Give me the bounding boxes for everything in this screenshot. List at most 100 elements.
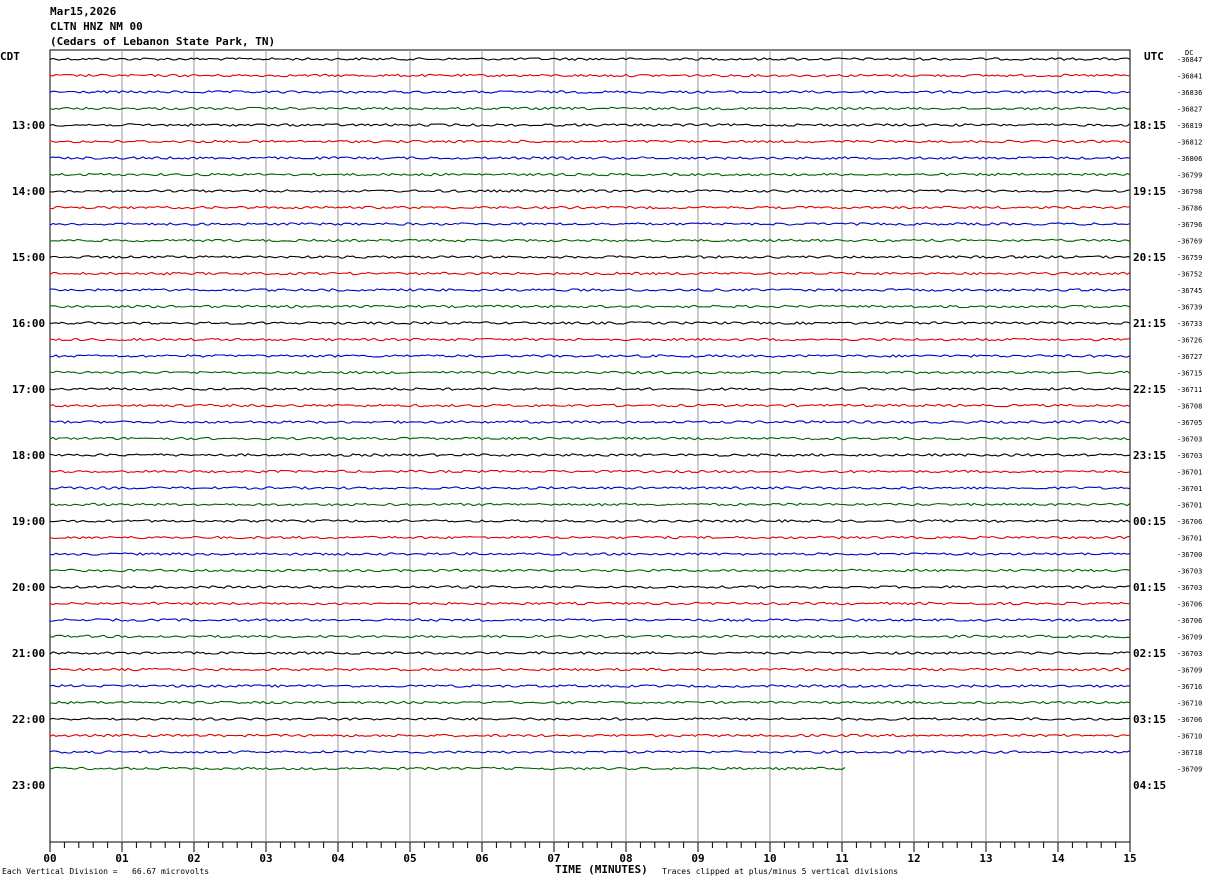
seismic-trace	[49, 585, 1131, 589]
right-hour-label: 20:15	[1133, 251, 1166, 264]
seismic-trace	[49, 420, 1131, 424]
right-hour-label: 19:15	[1133, 185, 1166, 198]
x-tick-label: 06	[475, 852, 489, 865]
right-hour-label: 21:15	[1133, 317, 1166, 330]
dc-offset-label: -36703	[1177, 568, 1202, 576]
dc-offset-label: -36752	[1177, 271, 1202, 279]
seismic-trace	[49, 519, 1131, 523]
seismic-trace	[49, 733, 1131, 738]
dc-offset-label: -36701	[1177, 469, 1202, 477]
right-hour-label: 01:15	[1133, 581, 1166, 594]
right-hour-label: 18:15	[1133, 119, 1166, 132]
dc-offset-label: -36709	[1177, 667, 1202, 675]
seismic-trace	[49, 436, 1131, 441]
right-hour-label: 03:15	[1133, 713, 1166, 726]
seismic-trace	[49, 370, 1131, 375]
seismic-trace	[49, 667, 1131, 672]
x-tick-label: 00	[43, 852, 56, 865]
dc-offset-label: -36711	[1177, 386, 1202, 394]
left-hour-label: 18:00	[12, 449, 45, 462]
dc-offset-label: -36798	[1177, 188, 1202, 196]
dc-offset-label: -36700	[1177, 551, 1202, 559]
seismic-trace	[49, 271, 1131, 276]
left-hour-label: 23:00	[12, 779, 45, 792]
dc-offset-label: -36706	[1177, 716, 1202, 724]
seismic-trace	[49, 651, 1131, 656]
seismic-trace	[49, 618, 1131, 622]
left-hour-label: 22:00	[12, 713, 45, 726]
seismic-trace	[49, 552, 1131, 556]
station-label: CLTN HNZ NM 00	[50, 20, 143, 33]
x-tick-label: 12	[907, 852, 920, 865]
dc-offset-label: -36739	[1177, 304, 1202, 312]
dc-offset-label: -36806	[1177, 155, 1202, 163]
seismic-trace	[49, 255, 1131, 259]
dc-offset-label: -36706	[1177, 518, 1202, 526]
seismic-trace	[49, 337, 1131, 342]
x-tick-label: 05	[403, 852, 416, 865]
right-hour-label: 22:15	[1133, 383, 1166, 396]
plot-header: Mar15,2026 CLTN HNZ NM 00 (Cedars of Leb…	[50, 4, 275, 49]
dc-offset-label: -36726	[1177, 337, 1202, 345]
dc-offset-label: -36703	[1177, 452, 1202, 460]
seismic-trace	[49, 387, 1131, 391]
x-tick-label: 11	[835, 852, 849, 865]
seismic-trace	[49, 321, 1131, 325]
left-hour-label: 15:00	[12, 251, 45, 264]
x-tick-label: 04	[331, 852, 345, 865]
seismic-trace	[49, 502, 1131, 507]
seismic-trace	[49, 73, 1131, 78]
seismic-trace	[49, 57, 1131, 61]
left-hour-label: 16:00	[12, 317, 45, 330]
seismic-trace	[49, 684, 1130, 688]
x-tick-label: 13	[979, 852, 992, 865]
dc-offset-label: -36709	[1177, 634, 1202, 642]
seismic-trace	[49, 403, 1131, 408]
x-tick-label: 07	[547, 852, 560, 865]
left-timezone-label: CDT	[0, 50, 20, 63]
seismic-trace	[49, 354, 1131, 358]
left-hour-label: 21:00	[12, 647, 45, 660]
dc-offset-label: -36716	[1177, 683, 1202, 691]
dc-offset-label: -36703	[1177, 650, 1202, 658]
seismic-trace	[49, 453, 1131, 457]
seismic-trace	[49, 172, 1131, 177]
dc-offset-label: -36701	[1177, 502, 1202, 510]
dc-offset-label: -36727	[1177, 353, 1202, 361]
seismic-trace	[49, 205, 1131, 210]
dc-offset-label: -36718	[1177, 749, 1202, 757]
date-label: Mar15,2026	[50, 5, 117, 18]
x-tick-label: 14	[1051, 852, 1065, 865]
dc-offset-label: -36759	[1177, 254, 1202, 262]
dc-offset-label: -36708	[1177, 403, 1202, 411]
x-tick-label: 03	[259, 852, 272, 865]
dc-offset-label: -36705	[1177, 419, 1202, 427]
left-hour-label: 20:00	[12, 581, 45, 594]
dc-offset-label: -36709	[1177, 766, 1202, 774]
seismic-trace	[49, 156, 1131, 160]
dc-offset-label: -36706	[1177, 617, 1202, 625]
seismic-trace	[49, 90, 1131, 94]
x-axis-label: TIME (MINUTES)	[555, 863, 648, 876]
seismic-trace	[49, 486, 1131, 490]
seismic-trace	[49, 568, 1131, 573]
dc-label: DC	[1185, 49, 1194, 57]
left-hour-label: 19:00	[12, 515, 45, 528]
location-label: (Cedars of Lebanon State Park, TN)	[50, 35, 276, 48]
x-tick-label: 02	[187, 852, 200, 865]
dc-offset-label: -36701	[1177, 535, 1202, 543]
dc-offset-label: -36796	[1177, 221, 1202, 229]
seismic-trace	[49, 634, 1131, 639]
left-hour-label: 14:00	[12, 185, 45, 198]
seismic-trace	[49, 700, 1131, 705]
seismic-trace	[49, 601, 1131, 606]
clip-note: Traces clipped at plus/minus 5 vertical …	[662, 867, 899, 876]
dc-offset-label: -36706	[1177, 601, 1202, 609]
x-tick-label: 15	[1123, 852, 1136, 865]
left-hour-label: 17:00	[12, 383, 45, 396]
dc-offset-label: -36827	[1177, 106, 1202, 114]
dc-offset-label: -36745	[1177, 287, 1202, 295]
dc-offset-label: -36703	[1177, 436, 1202, 444]
dc-offset-label: -36701	[1177, 485, 1202, 493]
dc-offset-label: -36836	[1177, 89, 1202, 97]
